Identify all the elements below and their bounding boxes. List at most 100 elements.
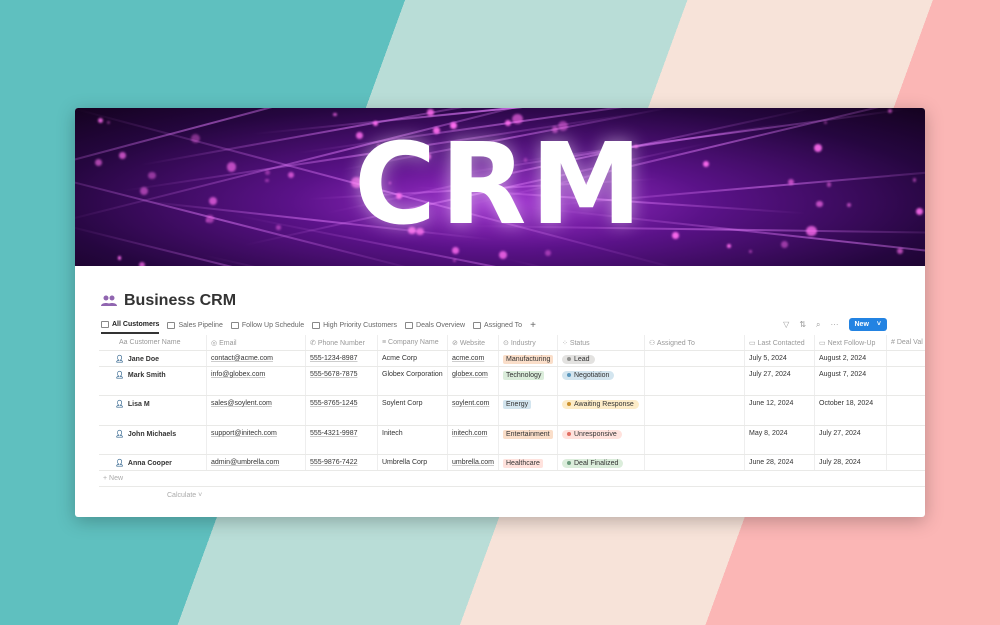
sort-icon[interactable]: ⇅ <box>799 320 807 329</box>
column-header[interactable]: ▭ Last Contacted <box>745 335 815 350</box>
tab-all-customers[interactable]: All Customers <box>101 317 160 334</box>
status-label: Awaiting Response <box>574 401 634 408</box>
status-cell: Awaiting Response <box>558 396 645 425</box>
customer-name-cell[interactable]: 👤︎ Anna Cooper <box>99 455 207 470</box>
tab-deals-overview[interactable]: Deals Overview <box>405 317 465 334</box>
deal-value-cell <box>887 426 925 454</box>
light-particle <box>119 152 126 159</box>
table-view-icon <box>312 322 321 329</box>
table-view-icon <box>473 322 482 329</box>
phone-cell[interactable]: 555-9876-7422 <box>306 455 378 470</box>
email-cell[interactable]: contact@acme.com <box>207 351 306 366</box>
assigned-cell[interactable] <box>645 396 745 425</box>
column-header[interactable]: ≡ Company Name <box>378 335 448 350</box>
light-particle <box>395 193 402 200</box>
light-particle <box>749 249 753 253</box>
next-follow-up-cell: October 18, 2024 <box>815 396 887 425</box>
status-dot-icon <box>567 373 571 378</box>
customer-name-cell[interactable]: 👤︎ John Michaels <box>99 426 207 454</box>
column-header[interactable]: Aa Customer Name <box>99 335 207 350</box>
column-type-icon: ✆ <box>310 340 318 347</box>
email-cell[interactable]: admin@umbrella.com <box>207 455 306 470</box>
search-icon[interactable]: ⌕ <box>816 319 821 329</box>
assigned-cell[interactable] <box>645 351 745 366</box>
column-label: Phone Number <box>317 340 365 347</box>
light-particle <box>887 109 893 114</box>
table-view-icon <box>405 322 414 329</box>
column-type-icon: ⊘ <box>452 340 460 347</box>
crm-page: CRM Business CRM All Customers Sales Pipe… <box>75 108 925 517</box>
calculate-button[interactable]: Calculate ˅ <box>167 492 203 499</box>
light-particle <box>814 144 823 153</box>
email-cell[interactable]: sales@soylent.com <box>207 396 306 425</box>
phone-cell[interactable]: 555-8765-1245 <box>306 396 378 425</box>
table-row[interactable]: 👤︎ Jane Doe contact@acme.com 555-1234-898… <box>99 351 925 367</box>
column-header[interactable]: ⊙ Industry <box>499 335 558 350</box>
tab-label: All Customers <box>112 321 160 328</box>
column-header[interactable]: ✆ Phone Number <box>306 335 378 350</box>
company-cell: Umbrella Corp <box>378 455 448 470</box>
tab-assigned-to[interactable]: Assigned To <box>473 317 522 334</box>
status-dot-icon <box>567 432 571 437</box>
assigned-cell[interactable] <box>645 426 745 454</box>
light-streak <box>506 257 925 266</box>
person-icon: 👤︎ <box>115 460 124 467</box>
table-row[interactable]: 👤︎ Mark Smith info@globex.com 555-5678-78… <box>99 367 925 396</box>
industry-tag: Entertainment <box>503 430 553 439</box>
company-cell: Soylent Corp <box>378 396 448 425</box>
more-icon[interactable]: ··· <box>830 320 839 329</box>
status-badge: Awaiting Response <box>562 400 639 409</box>
last-contacted-cell: July 27, 2024 <box>745 367 815 395</box>
light-particle <box>452 259 456 263</box>
column-header[interactable]: ⁘ Status <box>558 335 645 350</box>
phone-cell[interactable]: 555-5678-7875 <box>306 367 378 395</box>
email-cell[interactable]: support@initech.com <box>207 426 306 454</box>
website-cell[interactable]: umbrella.com <box>448 455 499 470</box>
tab-sales-pipeline[interactable]: Sales Pipeline <box>167 317 223 334</box>
column-type-icon: ◎ <box>211 340 220 347</box>
table-row[interactable]: 👤︎ John Michaels support@initech.com 555-… <box>99 426 925 455</box>
table-row[interactable]: 👤︎ Anna Cooper admin@umbrella.com 555-987… <box>99 455 925 471</box>
light-particle <box>897 247 904 255</box>
tab-follow-up-schedule[interactable]: Follow Up Schedule <box>230 317 305 334</box>
website-cell[interactable]: globex.com <box>448 367 499 395</box>
website-cell[interactable]: initech.com <box>448 426 499 454</box>
deal-value-cell <box>887 455 925 470</box>
light-particle <box>425 215 428 218</box>
table-row[interactable]: 👤︎ Lisa M sales@soylent.com 555-8765-1245… <box>99 396 925 426</box>
light-particle <box>558 121 569 132</box>
new-button[interactable]: New ˅ <box>848 318 887 331</box>
tab-high-priority-customers[interactable]: High Priority Customers <box>312 317 397 334</box>
column-label: Customer Name <box>129 339 181 346</box>
status-cell: Deal Finalized <box>558 455 645 470</box>
add-row-button[interactable]: + New <box>99 471 925 487</box>
customer-name-cell[interactable]: 👤︎ Jane Doe <box>99 351 207 366</box>
assigned-cell[interactable] <box>645 367 745 395</box>
tab-label: Follow Up Schedule <box>241 322 305 329</box>
website-cell[interactable]: acme.com <box>448 351 499 366</box>
website-cell[interactable]: soylent.com <box>448 396 499 425</box>
tab-label: Sales Pipeline <box>178 322 223 329</box>
email-cell[interactable]: info@globex.com <box>207 367 306 395</box>
filter-icon[interactable]: ▽ <box>783 320 790 329</box>
light-particle <box>672 232 679 239</box>
column-header[interactable]: ▭ Next Follow-Up <box>815 335 887 350</box>
phone-cell[interactable]: 555-4321-9987 <box>306 426 378 454</box>
column-header[interactable]: # Deal Val <box>887 335 925 350</box>
column-type-icon: Aa <box>119 339 130 346</box>
column-header[interactable]: ◎ Email <box>207 335 306 350</box>
add-view-icon[interactable]: + <box>530 320 536 331</box>
status-badge: Negotiation <box>562 371 615 380</box>
column-header[interactable]: ⊘ Website <box>448 335 499 350</box>
status-label: Unresponsive <box>574 431 617 438</box>
light-particle <box>351 177 362 188</box>
deal-value-cell <box>887 367 925 395</box>
assigned-cell[interactable] <box>645 455 745 470</box>
customer-name-cell[interactable]: 👤︎ Mark Smith <box>99 367 207 395</box>
phone-cell[interactable]: 555-1234-8987 <box>306 351 378 366</box>
customer-name: John Michaels <box>127 431 177 438</box>
chevron-down-icon[interactable]: ˅ <box>876 321 881 328</box>
column-header[interactable]: ⚇ Assigned To <box>645 335 745 350</box>
table-view-icon <box>230 322 239 329</box>
customer-name-cell[interactable]: 👤︎ Lisa M <box>99 396 207 425</box>
